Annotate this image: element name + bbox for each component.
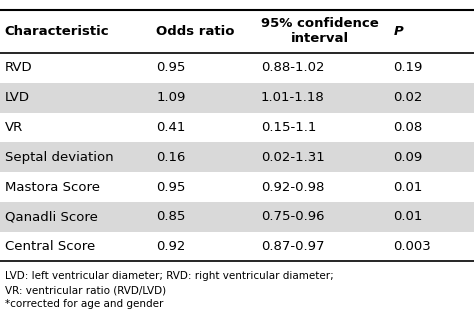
Text: 0.09: 0.09 — [393, 151, 423, 164]
Bar — [0, 142, 474, 172]
Text: 1.01-1.18: 1.01-1.18 — [261, 91, 324, 104]
Text: 0.01: 0.01 — [393, 210, 423, 223]
Text: 0.02: 0.02 — [393, 91, 423, 104]
Text: LVD: LVD — [5, 91, 30, 104]
Text: Central Score: Central Score — [5, 240, 95, 253]
Bar — [0, 202, 474, 232]
Text: 0.02-1.31: 0.02-1.31 — [261, 151, 324, 164]
Text: 0.92-0.98: 0.92-0.98 — [261, 180, 324, 194]
Text: 0.01: 0.01 — [393, 180, 423, 194]
Bar — [0, 83, 474, 113]
Text: RVD: RVD — [5, 61, 32, 74]
Text: P: P — [393, 25, 403, 38]
Text: 0.95: 0.95 — [156, 61, 186, 74]
Text: 0.75-0.96: 0.75-0.96 — [261, 210, 324, 223]
Text: Odds ratio: Odds ratio — [156, 25, 235, 38]
Text: Septal deviation: Septal deviation — [5, 151, 113, 164]
Text: 0.003: 0.003 — [393, 240, 431, 253]
Text: Characteristic: Characteristic — [5, 25, 109, 38]
Text: 1.09: 1.09 — [156, 91, 186, 104]
Text: 0.92: 0.92 — [156, 240, 186, 253]
Text: 0.88-1.02: 0.88-1.02 — [261, 61, 324, 74]
Text: VR: VR — [5, 121, 23, 134]
Text: 0.85: 0.85 — [156, 210, 186, 223]
Text: 95% confidence
interval: 95% confidence interval — [261, 18, 378, 45]
Text: LVD: left ventricular diameter; RVD: right ventricular diameter;
VR: ventricular: LVD: left ventricular diameter; RVD: rig… — [5, 271, 334, 309]
Text: 0.41: 0.41 — [156, 121, 186, 134]
Text: 0.15-1.1: 0.15-1.1 — [261, 121, 316, 134]
Text: 0.87-0.97: 0.87-0.97 — [261, 240, 324, 253]
Text: 0.08: 0.08 — [393, 121, 423, 134]
Text: 0.95: 0.95 — [156, 180, 186, 194]
Text: Mastora Score: Mastora Score — [5, 180, 100, 194]
Text: 0.19: 0.19 — [393, 61, 423, 74]
Text: Qanadli Score: Qanadli Score — [5, 210, 98, 223]
Text: 0.16: 0.16 — [156, 151, 186, 164]
